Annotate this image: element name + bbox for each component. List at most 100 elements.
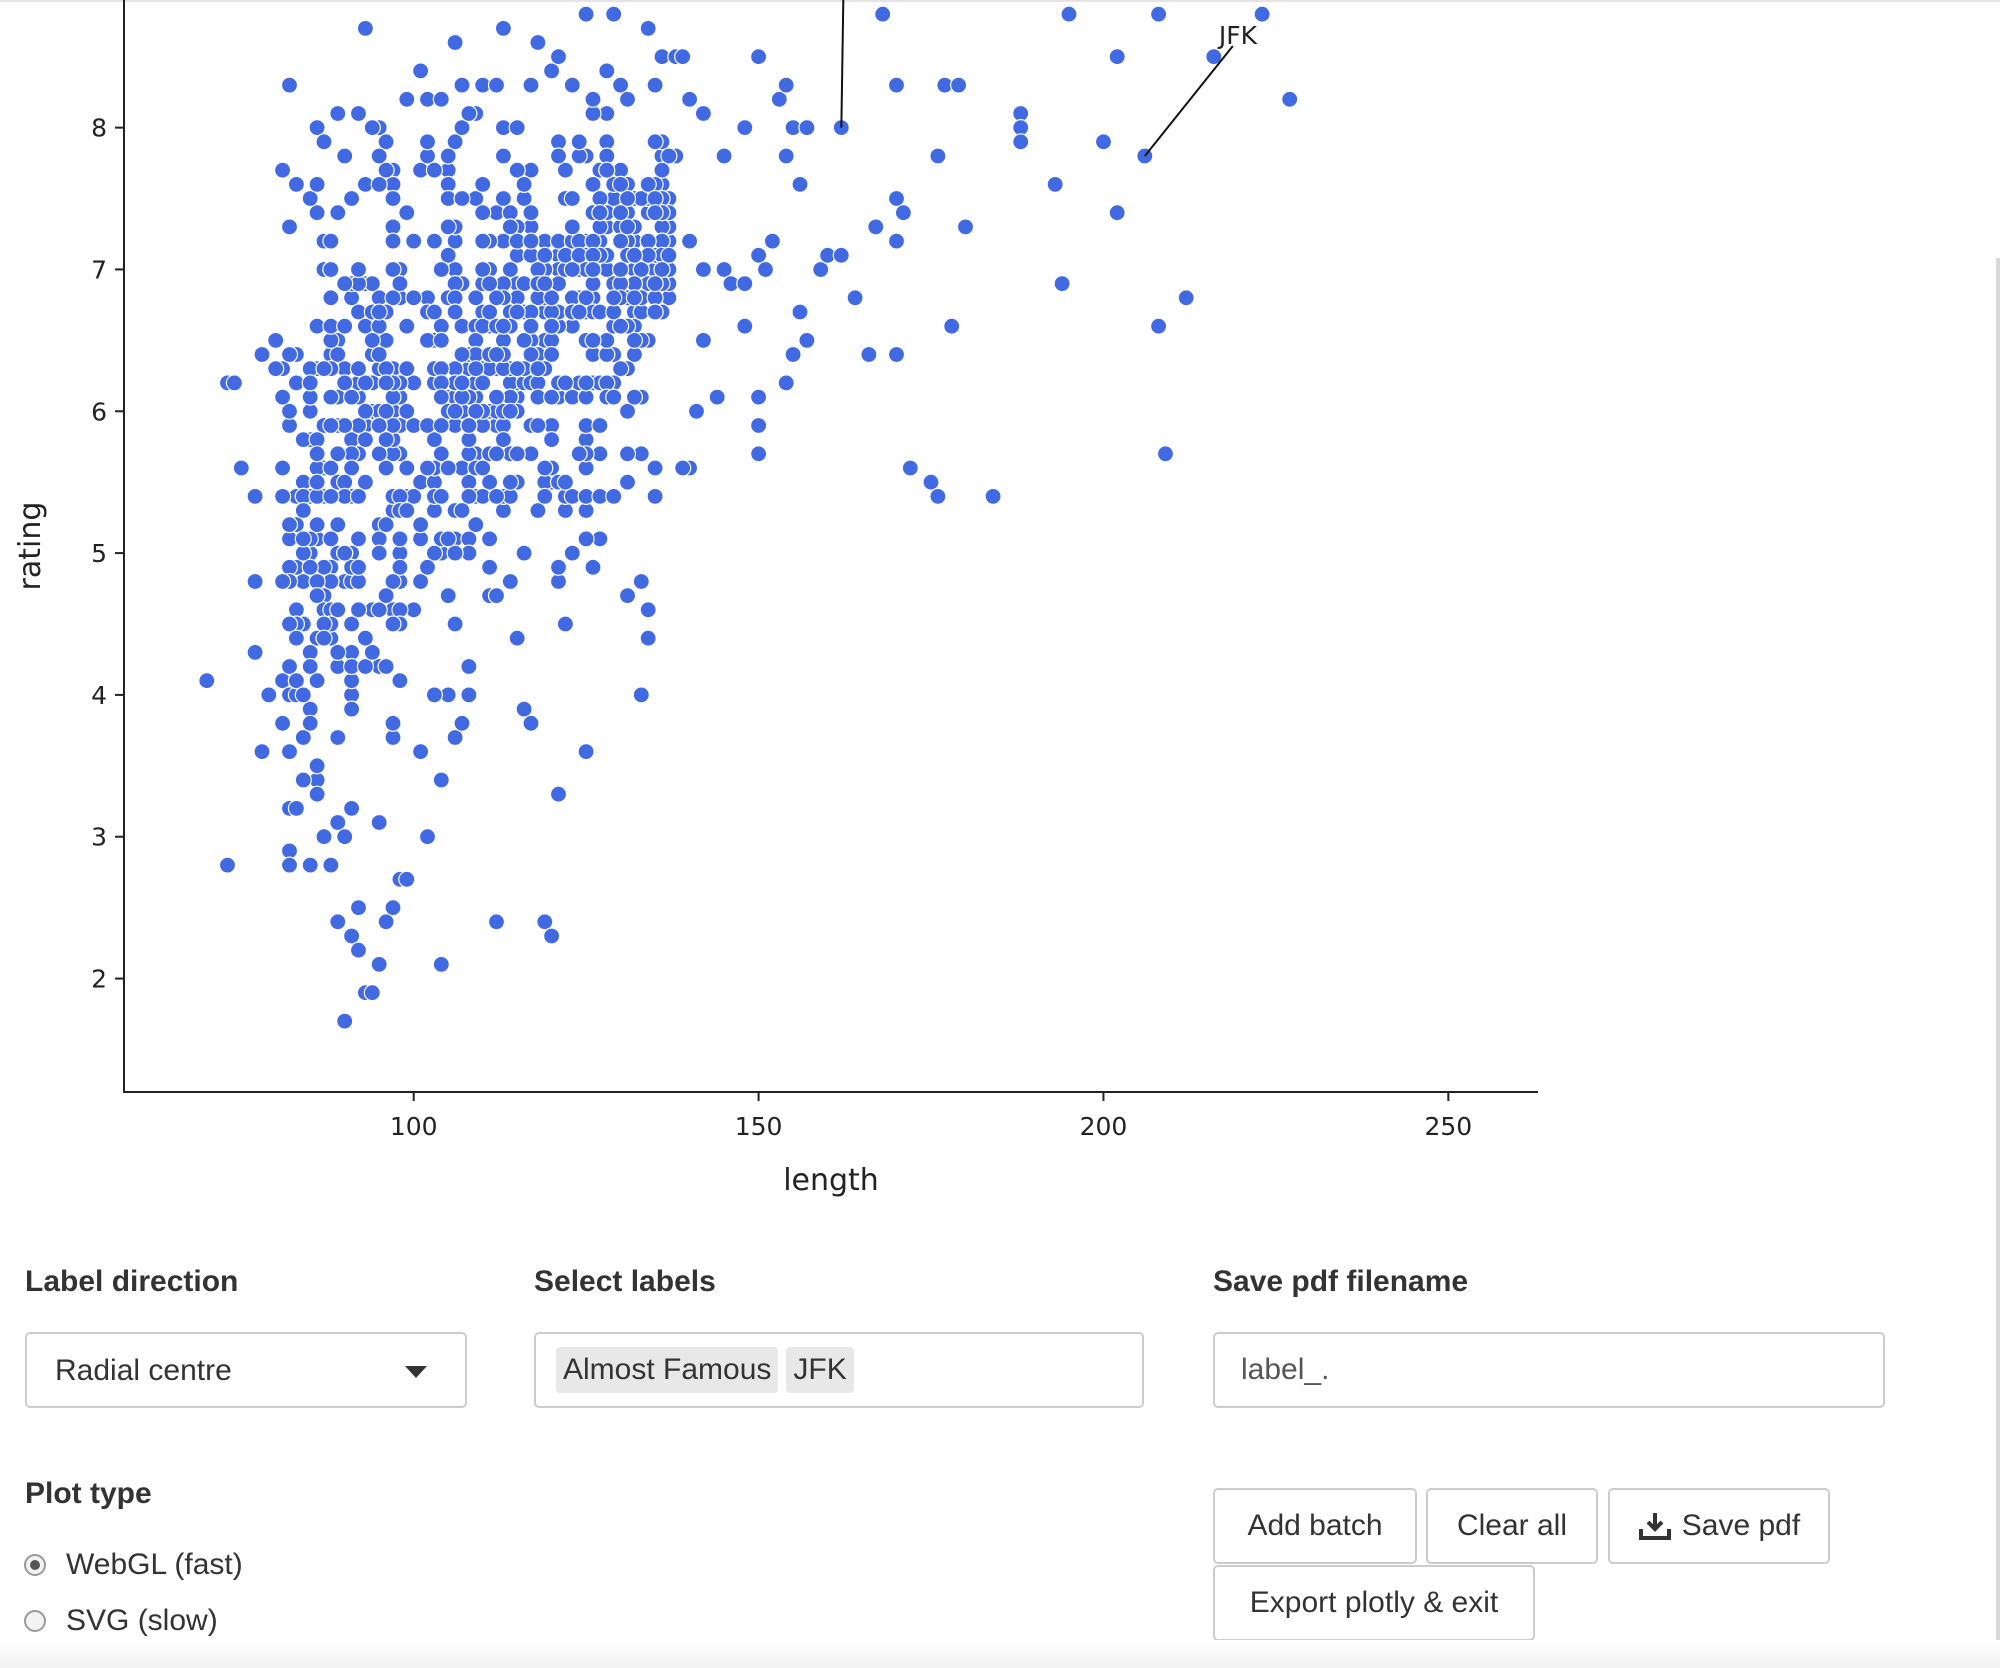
data-point[interactable] <box>308 204 326 222</box>
data-point[interactable] <box>349 104 368 123</box>
add-batch-button[interactable]: Add batch <box>1213 1488 1417 1564</box>
data-point[interactable] <box>605 289 623 307</box>
data-point[interactable] <box>384 218 402 236</box>
data-point[interactable] <box>384 728 402 747</box>
data-point[interactable] <box>336 147 354 165</box>
data-point[interactable] <box>377 459 395 477</box>
data-point[interactable] <box>618 90 637 108</box>
data-point[interactable] <box>453 374 471 392</box>
data-point[interactable] <box>605 388 623 406</box>
data-point[interactable] <box>301 714 319 732</box>
data-point[interactable] <box>1108 204 1126 222</box>
data-point[interactable] <box>577 289 595 307</box>
data-point[interactable] <box>542 289 561 307</box>
save-pdf-button[interactable]: Save pdf <box>1608 1488 1830 1564</box>
data-point[interactable] <box>536 275 554 293</box>
data-point[interactable] <box>618 473 637 491</box>
data-point[interactable] <box>384 232 402 250</box>
data-point[interactable] <box>343 700 361 718</box>
data-point[interactable] <box>694 331 713 349</box>
data-point[interactable] <box>363 643 381 662</box>
data-point[interactable] <box>280 657 299 676</box>
data-point[interactable] <box>336 544 354 562</box>
data-point[interactable] <box>384 898 402 917</box>
data-point[interactable] <box>329 445 347 463</box>
data-point[interactable] <box>384 615 402 633</box>
data-point[interactable] <box>522 317 540 335</box>
data-point[interactable] <box>370 955 388 974</box>
data-point[interactable] <box>522 76 540 94</box>
data-point[interactable] <box>453 189 471 208</box>
data-point[interactable] <box>1281 90 1299 108</box>
data-point[interactable] <box>887 76 906 94</box>
data-point[interactable] <box>467 402 485 420</box>
data-point[interactable] <box>308 175 326 193</box>
data-point[interactable] <box>943 317 961 335</box>
data-point[interactable] <box>274 487 292 505</box>
data-point[interactable] <box>501 260 519 279</box>
data-point[interactable] <box>432 331 450 349</box>
data-point[interactable] <box>218 856 237 874</box>
data-point[interactable] <box>680 232 699 250</box>
data-point[interactable] <box>611 204 630 222</box>
data-point[interactable] <box>487 913 506 931</box>
data-point[interactable] <box>425 686 443 704</box>
data-point[interactable] <box>846 289 864 307</box>
label-tag[interactable]: Almost Famous <box>556 1347 779 1393</box>
save-filename-input[interactable] <box>1213 1332 1885 1408</box>
data-point[interactable] <box>446 615 464 633</box>
data-point[interactable] <box>577 530 595 548</box>
chevron-down-icon[interactable] <box>405 1366 427 1378</box>
data-point[interactable] <box>501 572 519 591</box>
data-point[interactable] <box>322 459 340 477</box>
data-point[interactable] <box>598 161 616 179</box>
data-point[interactable] <box>570 303 588 321</box>
radio-option-svg[interactable]: SVG (slow) <box>24 1604 218 1638</box>
data-point[interactable] <box>308 516 326 534</box>
data-point[interactable] <box>246 487 264 505</box>
annotation-label[interactable]: JFK <box>1217 21 1258 50</box>
data-point[interactable] <box>260 686 278 704</box>
data-point[interactable] <box>536 487 554 505</box>
data-point[interactable] <box>894 204 913 222</box>
data-point[interactable] <box>315 828 333 846</box>
data-point[interactable] <box>605 303 623 321</box>
data-point[interactable] <box>439 246 457 264</box>
data-point[interactable] <box>1046 175 1064 193</box>
data-point[interactable] <box>377 133 395 151</box>
data-point[interactable] <box>618 402 637 420</box>
data-point[interactable] <box>343 615 361 633</box>
data-point[interactable] <box>370 147 388 165</box>
data-point[interactable] <box>370 303 388 321</box>
data-point[interactable] <box>349 260 368 279</box>
data-point[interactable] <box>584 558 602 576</box>
data-point[interactable] <box>384 572 402 591</box>
data-point[interactable] <box>474 459 492 477</box>
data-point[interactable] <box>377 657 395 676</box>
data-point[interactable] <box>611 175 630 193</box>
data-point[interactable] <box>280 742 299 761</box>
data-point[interactable] <box>556 161 575 179</box>
data-point[interactable] <box>349 898 368 917</box>
data-point[interactable] <box>287 799 305 818</box>
data-point[interactable] <box>432 771 450 789</box>
data-point[interactable] <box>301 657 319 676</box>
data-point[interactable] <box>308 118 326 137</box>
data-point[interactable] <box>398 459 416 477</box>
data-point[interactable] <box>474 232 492 250</box>
data-point[interactable] <box>860 345 878 364</box>
data-point[interactable] <box>494 19 512 37</box>
data-point[interactable] <box>749 246 768 264</box>
data-point[interactable] <box>308 473 326 491</box>
data-point[interactable] <box>956 218 975 236</box>
data-point[interactable] <box>405 232 423 250</box>
data-point[interactable] <box>777 374 795 392</box>
data-point[interactable] <box>474 374 492 392</box>
data-point[interactable] <box>453 345 471 364</box>
data-point[interactable] <box>425 544 443 562</box>
data-point[interactable] <box>584 90 602 108</box>
data-point[interactable] <box>605 487 623 505</box>
data-point[interactable] <box>370 345 388 364</box>
data-point[interactable] <box>370 175 388 193</box>
data-point[interactable] <box>549 48 568 66</box>
